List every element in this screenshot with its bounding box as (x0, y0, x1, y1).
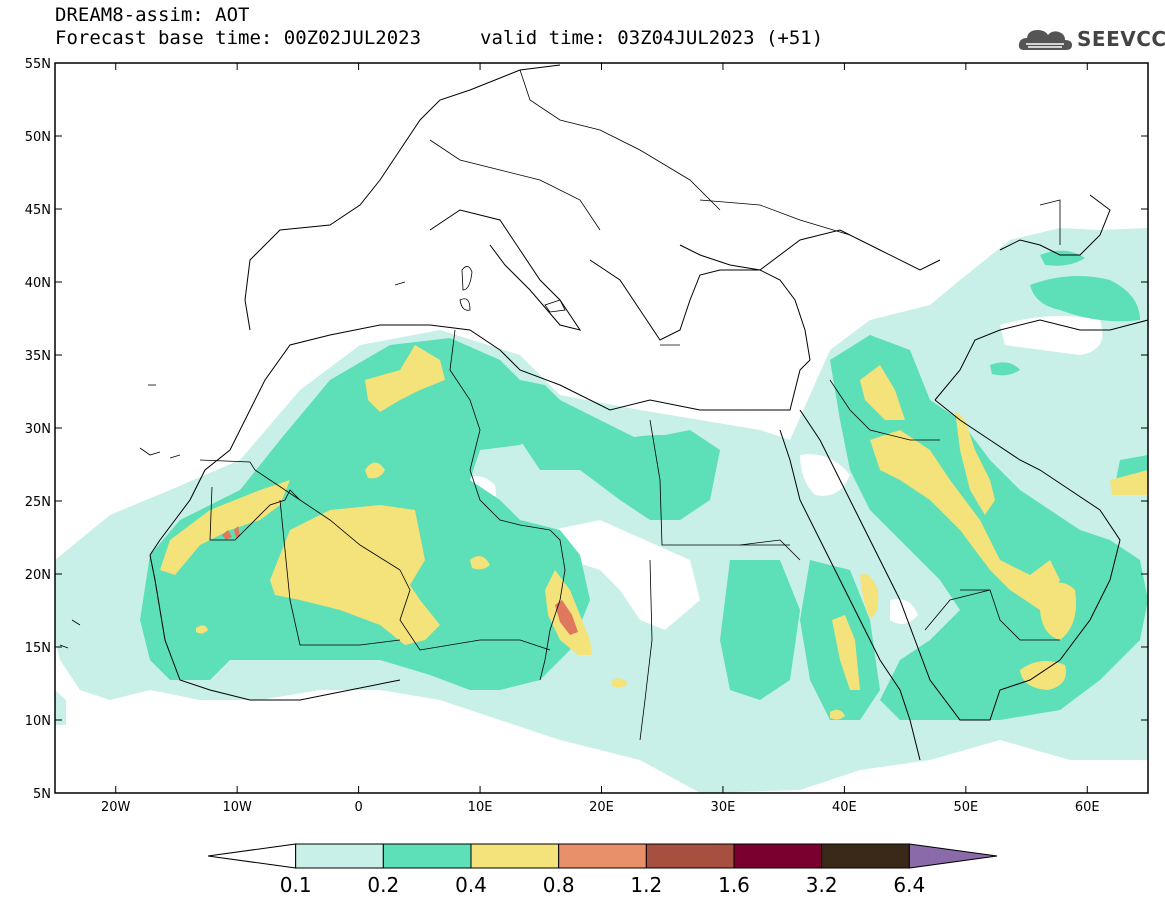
lat-label-30N: 30N (25, 422, 51, 437)
lon-label-30E: 30E (711, 800, 736, 815)
colorbar-segment (558, 843, 647, 869)
lat-label-10N: 10N (25, 714, 51, 729)
lat-label-5N: 5N (33, 787, 51, 802)
lat-label-45N: 45N (25, 203, 51, 218)
country-borders (199, 69, 1061, 741)
latitude-axis: 5N 10N 15N 20N 25N 30N 35N 40N 45N 50N 55N (25, 57, 1148, 802)
lat-label-15N: 15N (25, 641, 51, 656)
colorbar-label-1.2: 1.2 (630, 873, 662, 897)
lat-label-20N: 20N (25, 568, 51, 583)
lat-label-40N: 40N (25, 276, 51, 291)
aot-field (55, 64, 1148, 793)
colorbar-label-3.2: 3.2 (806, 873, 838, 897)
lon-label-50E: 50E (953, 800, 978, 815)
longitude-axis: 20W 10W 0 10E 20E 30E 40E 50E 60E (101, 63, 1100, 815)
colorbar: 0.1 0.2 0.4 0.8 1.2 1.6 3.2 6.4 (207, 843, 998, 897)
colorbar-label-0.1: 0.1 (280, 873, 312, 897)
cloud-icon (1018, 30, 1072, 50)
lon-label-0: 0 (354, 800, 362, 815)
seevccc-logo: SEEVCCC (1018, 24, 1165, 54)
colorbar-label-1.6: 1.6 (718, 873, 750, 897)
colorbar-segment (908, 843, 998, 869)
lat-label-35N: 35N (25, 349, 51, 364)
aot-level-0.8 (222, 526, 578, 635)
colorbar-segment (645, 843, 735, 869)
colorbar-label-0.8: 0.8 (543, 873, 575, 897)
valid-time: valid time: 03Z04JUL2023 (+51) (480, 27, 824, 49)
colorbar-label-0.4: 0.4 (455, 873, 487, 897)
lon-label-40E: 40E (832, 800, 857, 815)
colorbar-label-6.4: 6.4 (893, 873, 925, 897)
islands (59, 266, 680, 649)
colorbar-segment (295, 843, 384, 869)
colorbar-segment (733, 843, 823, 869)
lon-label-20W: 20W (101, 800, 131, 815)
colorbar-segment (382, 843, 472, 869)
colorbar-segment (821, 843, 910, 869)
forecast-base-time: Forecast base time: 00Z02JUL2023 (55, 27, 422, 49)
aot-level-0.4 (160, 345, 1148, 720)
lon-label-60E: 60E (1075, 800, 1100, 815)
lon-label-10W: 10W (222, 800, 252, 815)
lon-label-10E: 10E (468, 800, 493, 815)
colorbar-segment (207, 843, 297, 869)
lat-label-50N: 50N (25, 130, 51, 145)
colorbar-label-0.2: 0.2 (367, 873, 399, 897)
coastlines (149, 64, 1148, 761)
lat-label-55N: 55N (25, 57, 51, 72)
map-title: DREAM8-assim: AOT (55, 4, 250, 26)
lon-label-20E: 20E (589, 800, 614, 815)
colorbar-segment (470, 843, 560, 869)
lat-label-25N: 25N (25, 495, 51, 510)
logo-text: SEEVCCC (1077, 27, 1165, 51)
